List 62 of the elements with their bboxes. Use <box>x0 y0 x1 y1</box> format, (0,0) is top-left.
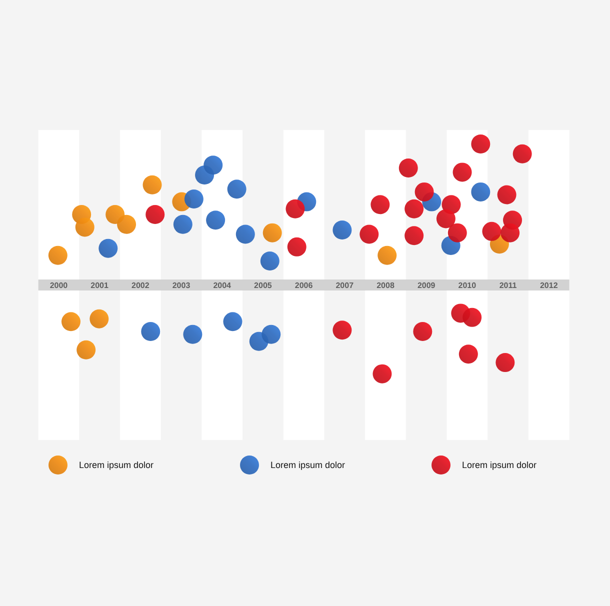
point <box>370 195 390 214</box>
x-tick-label: 2002 <box>132 280 150 290</box>
point <box>332 220 352 240</box>
point <box>206 210 226 230</box>
x-tick-label: 2009 <box>417 280 436 290</box>
point <box>236 224 255 244</box>
point <box>436 209 456 228</box>
point <box>141 322 160 342</box>
point <box>496 353 515 372</box>
x-tick-label: 2000 <box>50 280 68 290</box>
x-tick-label: 2001 <box>90 280 110 290</box>
legend-label: Lorem ipsum dolor <box>79 460 154 470</box>
point <box>227 180 246 199</box>
point <box>497 185 516 204</box>
point <box>61 312 80 332</box>
point <box>204 156 223 175</box>
point <box>512 144 532 164</box>
point <box>287 237 306 256</box>
point <box>500 223 520 242</box>
x-tick-label: 2011 <box>499 280 518 290</box>
point <box>262 324 281 344</box>
point <box>223 312 242 332</box>
point <box>462 308 482 327</box>
point <box>142 175 162 194</box>
point <box>117 214 136 234</box>
point <box>90 309 109 328</box>
point <box>471 182 490 202</box>
x-tick-label: 2007 <box>336 280 354 290</box>
point <box>378 246 397 265</box>
point <box>332 320 352 340</box>
point <box>404 226 424 246</box>
legend-label: Lorem ipsum dolor <box>270 460 346 470</box>
point <box>458 344 478 364</box>
x-tick-label: 2006 <box>294 280 314 290</box>
legend-label: Lorem ipsum dolor <box>462 460 537 470</box>
point <box>98 238 118 258</box>
point <box>448 223 467 242</box>
x-tick-label: 2010 <box>458 280 477 290</box>
point <box>262 223 282 242</box>
x-tick-label: 2008 <box>376 280 395 290</box>
point <box>398 158 418 178</box>
point <box>173 214 192 234</box>
point <box>146 205 165 224</box>
point <box>452 162 472 182</box>
point <box>286 199 305 218</box>
x-tick-label: 2004 <box>213 280 232 290</box>
point <box>183 324 202 344</box>
x-tick-label: 2005 <box>254 280 272 290</box>
point <box>414 182 434 202</box>
point <box>48 246 68 265</box>
point <box>372 364 392 384</box>
point <box>360 224 379 244</box>
point <box>482 222 502 241</box>
point <box>75 218 94 237</box>
point <box>471 134 490 154</box>
point <box>184 189 204 208</box>
point <box>76 340 96 360</box>
x-tick-label: 2012 <box>540 280 558 290</box>
point <box>413 322 432 342</box>
point <box>404 199 424 218</box>
point <box>260 252 280 271</box>
x-tick-label: 2003 <box>172 280 191 290</box>
